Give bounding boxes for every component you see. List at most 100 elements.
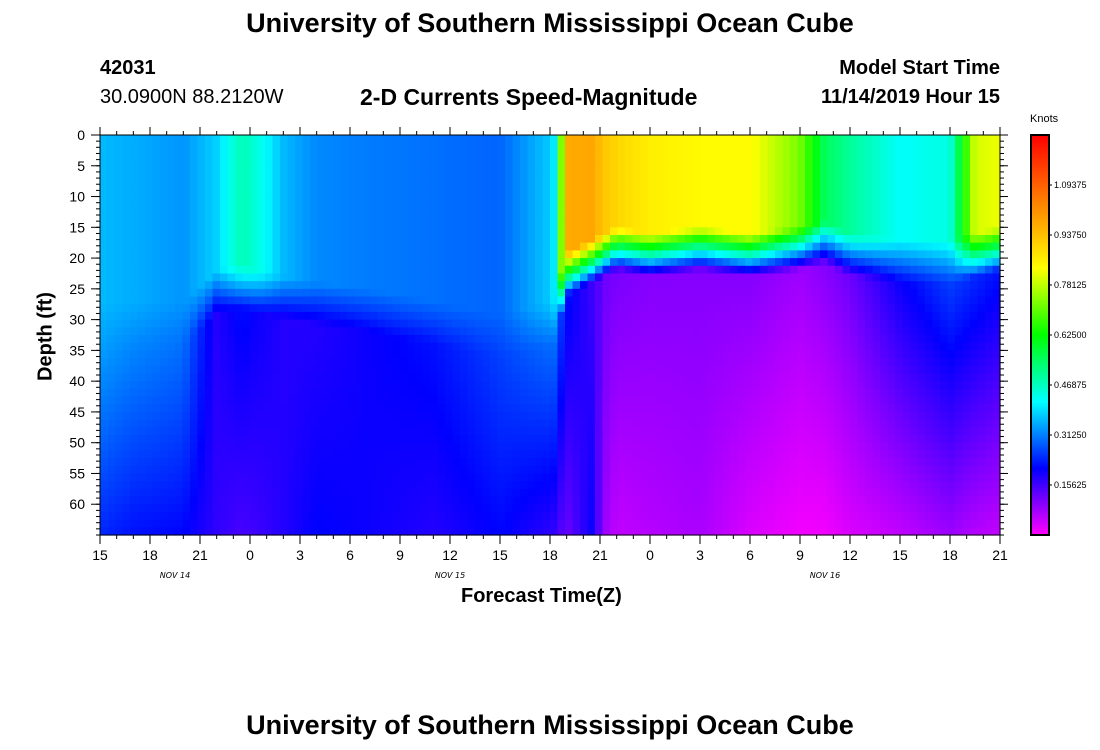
heat-cell [407, 496, 416, 505]
heat-cell [760, 204, 769, 213]
heat-cell [542, 165, 551, 175]
heat-cell [265, 411, 274, 421]
heat-cell [422, 365, 431, 375]
heat-cell [467, 311, 476, 321]
heat-cell [160, 404, 169, 413]
heat-cell [197, 465, 206, 475]
heat-cell [362, 388, 371, 398]
heat-cell [700, 181, 709, 190]
heat-cell [617, 142, 626, 151]
heat-cell [505, 458, 514, 467]
heat-cell [415, 404, 424, 413]
heat-cell [677, 242, 686, 251]
heat-cell [302, 196, 311, 205]
heat-cell [220, 435, 229, 444]
heat-cell [190, 258, 199, 267]
heat-cell [190, 411, 199, 421]
heat-cell [520, 211, 529, 221]
heat-cell [737, 196, 746, 205]
heat-cell [272, 427, 281, 436]
heat-cell [602, 442, 611, 451]
heat-cell [190, 335, 199, 344]
heat-cell [130, 219, 139, 228]
heat-cell [295, 235, 304, 244]
heat-cell [130, 204, 139, 213]
heat-cell [677, 358, 686, 367]
heat-cell [392, 488, 401, 498]
station-id: 42031 [100, 57, 156, 79]
heat-cell [100, 350, 109, 359]
heat-cell [580, 327, 589, 336]
heat-cell [707, 311, 716, 321]
heat-cell [152, 404, 161, 413]
heat-cell [355, 204, 364, 213]
heat-cell [332, 265, 341, 275]
heat-cell [707, 204, 716, 213]
heat-cell [445, 281, 454, 290]
heat-cell [535, 281, 544, 290]
heat-cell [685, 358, 694, 367]
heat-cell [715, 188, 724, 198]
heat-cell [580, 381, 589, 390]
heat-cell [662, 135, 671, 144]
heat-cell [550, 296, 559, 305]
heat-cell [445, 150, 454, 159]
heat-cell [512, 427, 521, 436]
heat-cell [557, 173, 566, 182]
heat-cell [175, 335, 184, 344]
heat-cell [392, 204, 401, 213]
heat-cell [647, 358, 656, 367]
heat-cell [745, 335, 754, 344]
heat-cell [265, 335, 274, 344]
heat-cell [730, 242, 739, 251]
heat-cell [197, 435, 206, 444]
heat-cell [782, 219, 791, 228]
heat-cell [617, 458, 626, 467]
heat-cell [152, 188, 161, 198]
heat-cell [775, 296, 784, 305]
heat-cell [422, 458, 431, 467]
heat-cell [632, 296, 641, 305]
heat-cell [437, 265, 446, 275]
heat-cell [257, 242, 266, 251]
heat-cell [707, 250, 716, 259]
heat-cell [385, 373, 394, 382]
heat-cell [235, 350, 244, 359]
heat-cell [100, 204, 109, 213]
heat-cell [422, 481, 431, 490]
heat-cell [677, 335, 686, 344]
heat-cell [355, 396, 364, 405]
heat-cell [107, 396, 116, 405]
heat-cell [415, 196, 424, 205]
heat-cell [700, 404, 709, 413]
heat-cell [505, 473, 514, 482]
heat-cell [145, 350, 154, 359]
heat-cell [797, 196, 806, 205]
heat-cell [145, 504, 154, 513]
heat-cell [295, 150, 304, 159]
heat-cell [805, 181, 814, 190]
heat-cell [265, 142, 274, 151]
heat-cell [752, 504, 761, 513]
heat-cell [175, 288, 184, 298]
heat-cell [527, 265, 536, 275]
heat-cell [325, 373, 334, 382]
heat-cell [527, 204, 536, 213]
heat-cell [542, 304, 551, 313]
heat-cell [580, 350, 589, 359]
heat-cell [812, 481, 821, 490]
heat-cell [497, 150, 506, 159]
heat-cell [152, 458, 161, 467]
heat-cell [707, 342, 716, 351]
heat-cell [227, 342, 236, 351]
heat-cell [700, 250, 709, 259]
heat-cell [272, 258, 281, 267]
heat-cell [325, 419, 334, 428]
heat-cell [535, 419, 544, 428]
heat-cell [310, 188, 319, 198]
heat-cell [152, 419, 161, 428]
heat-cell [317, 142, 326, 151]
heat-cell [475, 519, 484, 528]
heat-cell [295, 465, 304, 475]
heat-cell [550, 481, 559, 490]
